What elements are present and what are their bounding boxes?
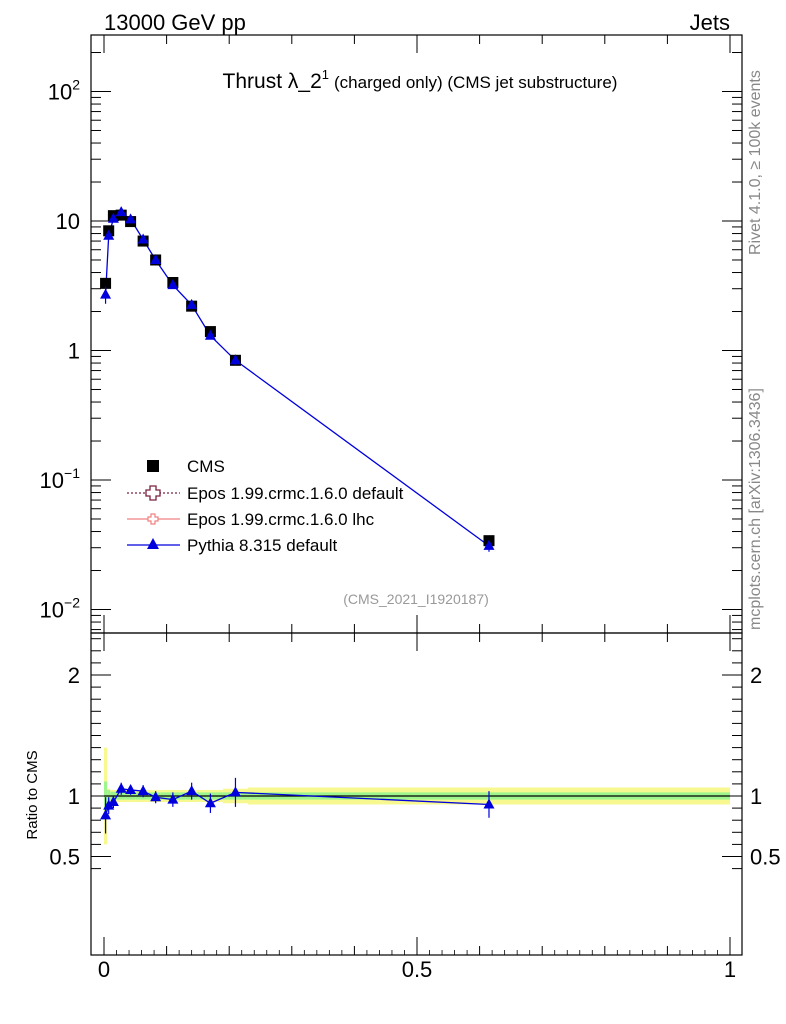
ratio-x-tick-label: 1 [724,957,736,982]
ratio-y-tick-label-left: 1 [68,784,80,809]
legend-epos-lhc-label: Epos 1.99.crmc.1.6.0 lhc [187,510,375,529]
ratio-panel: 0.5 0.5 1 1 2 2 0 0.5 1 Ratio to CMS [24,632,781,982]
ratio-y-tick-label-right: 2 [750,663,762,688]
main-y-tick-labels: 10−2 10−1 1 10 102 [40,77,81,623]
ratio-pythia-point [107,796,119,807]
ratio-pythia-point [100,809,112,820]
ratio-pythia-point [229,786,241,797]
chart-title: Thrust λ_21 (charged only) (CMS jet subst… [223,67,618,93]
ratio-x-tick-label: 0 [98,957,110,982]
ratio-pythia-point [150,791,162,802]
main-y-tick-label: 10 [56,209,80,234]
legend: CMS Epos 1.99.crmc.1.6.0 default Epos 1.… [127,457,404,555]
pythia-point [100,288,112,299]
mcplots-label: mcplots.cern.ch [arXiv:1306.3436] [747,388,764,630]
pythia-point [125,213,137,224]
legend-pythia-label: Pythia 8.315 default [187,536,338,555]
pythia-point [150,253,162,264]
ratio-pythia-point [115,782,127,793]
pythia-point [107,212,119,223]
energy-label: 13000 GeV pp [104,10,246,35]
analysis-id: (CMS_2021_I1920187) [343,591,489,607]
pythia-point [186,298,198,309]
ratio-y-tick-label-right: 0.5 [750,845,781,870]
main-y-ticks [91,52,742,631]
pythia-point [204,329,216,340]
pythia-point [115,206,127,217]
ratio-x-tick-label: 0.5 [402,957,433,982]
legend-cms-label: CMS [187,457,225,476]
ratio-ticks [91,633,742,955]
ratio-pythia-point [483,798,495,809]
process-label: Jets [690,10,730,35]
legend-epos-default-marker [145,485,161,501]
pythia-point [167,279,179,290]
main-series [100,206,495,552]
pythia-point [103,229,115,240]
legend-epos-default-label: Epos 1.99.crmc.1.6.0 default [187,484,404,503]
legend-cms-marker [147,460,159,472]
ratio-y-tick-label-right: 1 [750,784,762,809]
pythia-point [137,233,149,244]
legend-pythia-marker [147,538,159,549]
rivet-label: Rivet 4.1.0, ≥ 100k events [747,70,764,255]
main-y-tick-label: 10−2 [40,595,81,623]
cms-point [100,277,112,289]
main-panel: 10−2 10−1 1 10 102 Thrust λ_21 (charged only)… [40,34,743,634]
ratio-pythia-point [137,785,149,796]
ratio-y-axis-label: Ratio to CMS [24,750,41,839]
ratio-y-tick-label-left: 0.5 [49,845,80,870]
ratio-tick-labels: 0.5 0.5 1 1 2 2 0 0.5 1 [49,663,780,982]
ratio-pythia-point [125,783,137,794]
main-x-ticks [103,35,731,633]
ratio-y-tick-label-left: 2 [68,663,80,688]
main-y-tick-label: 1 [68,339,80,364]
legend-epos-lhc-marker [147,513,159,525]
ratio-series [100,777,495,834]
pythia-point [229,354,241,365]
main-y-tick-label: 102 [48,77,80,105]
ratio-pythia-point [204,797,216,808]
ratio-pythia-point [186,785,198,796]
main-y-tick-label: 10−1 [40,465,81,493]
ratio-pythia-point [167,793,179,804]
pythia-point [483,539,495,550]
